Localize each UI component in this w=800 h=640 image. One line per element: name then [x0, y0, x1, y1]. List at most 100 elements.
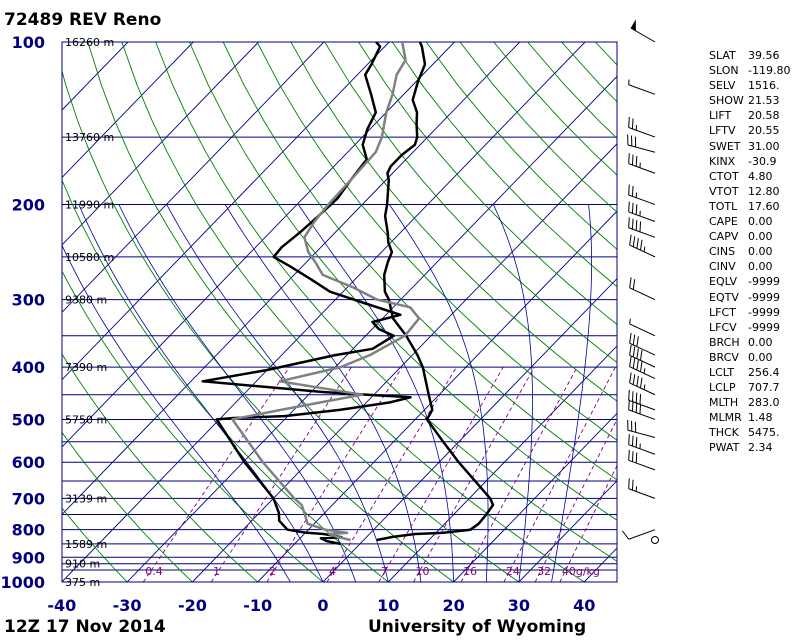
pressure-tick-label: 600 — [12, 453, 45, 472]
index-row: CTOT 4.80 — [709, 169, 790, 184]
isotherm — [518, 480, 617, 582]
temperature-tick-label: -20 — [178, 596, 207, 615]
dry-adiabat — [155, 42, 617, 562]
index-row: SHOW 21.53 — [709, 93, 790, 108]
pressure-tick-label: 400 — [12, 358, 45, 377]
mixing-ratio-label: 7 — [381, 565, 388, 578]
index-value: 1516. — [748, 79, 780, 93]
wind-barb — [629, 356, 656, 380]
index-row: PWAT 2.34 — [709, 440, 790, 455]
index-row: CINV 0.00 — [709, 259, 790, 274]
index-value: 0.00 — [748, 260, 773, 274]
isotherm — [62, 42, 259, 246]
index-value: -9999 — [748, 290, 780, 304]
dry-adiabat — [62, 69, 454, 582]
isotherm — [257, 210, 617, 582]
wind-barb — [627, 419, 656, 438]
height-label: 7390 m — [65, 361, 107, 374]
wind-barb — [651, 535, 659, 544]
isotherm — [62, 42, 586, 582]
wind-barb — [630, 19, 656, 43]
index-value: 12.80 — [748, 184, 780, 198]
wind-barb — [628, 449, 656, 471]
index-row: MLMR 1.48 — [709, 410, 790, 425]
mixing-ratio-line — [210, 366, 352, 582]
isotherm — [192, 143, 617, 582]
index-key: THCK — [709, 426, 739, 440]
index-key: SLAT — [709, 49, 736, 62]
mixing-ratio-label: 24 — [506, 565, 520, 578]
isotherm — [62, 42, 521, 516]
mixing-ratio-label: 0.4 — [145, 565, 163, 578]
moist-adiabat — [62, 244, 291, 582]
index-key: SLON — [709, 64, 739, 78]
temperature-tick-label: -10 — [243, 596, 272, 615]
index-value: 2.34 — [748, 441, 773, 455]
index-key: BRCH — [709, 335, 740, 349]
wind-barb — [628, 217, 656, 238]
index-value: 0.00 — [748, 335, 773, 349]
wind-barb — [627, 134, 656, 153]
wind-barb — [628, 478, 656, 499]
index-key: CAPV — [709, 230, 739, 244]
height-label: 3139 m — [65, 492, 107, 505]
temperature-tick-label: 10 — [377, 596, 399, 615]
dry-adiabat — [256, 42, 617, 441]
height-label: 1589 m — [65, 538, 107, 551]
mixing-ratio-label: 10 — [415, 565, 429, 578]
index-key: CINS — [709, 245, 736, 259]
index-value: 0.00 — [748, 230, 773, 244]
index-value: -119.80 — [748, 64, 791, 78]
mixing-ratio-label: 2 — [269, 565, 276, 578]
index-key: TOTL — [709, 199, 738, 213]
dry-adiabat — [62, 353, 258, 582]
index-key: LIFT — [709, 109, 732, 123]
dry-adiabat — [222, 42, 617, 481]
index-row: CINS 0.00 — [709, 244, 790, 259]
pressure-tick-label: 500 — [12, 410, 45, 429]
stability-indices-table: SLAT 39.56 SLON -119.80 SELV 1516. SHOW 21.53 LI… — [709, 48, 790, 456]
index-row: LFTV 20.55 — [709, 123, 790, 138]
dry-adiabat — [121, 42, 585, 582]
index-value: 0.00 — [748, 245, 773, 259]
dry-adiabat — [324, 42, 617, 364]
dry-adiabat — [62, 179, 389, 582]
moist-adiabat — [224, 204, 422, 582]
wind-barb — [628, 79, 656, 95]
moist-adiabat — [389, 204, 489, 582]
index-row: SLAT 39.56 — [709, 48, 790, 63]
mixing-ratio-label: 40g/kg — [562, 565, 600, 578]
index-key: EQLV — [709, 275, 738, 289]
wind-barb — [628, 153, 656, 174]
dry-adiabat — [62, 507, 128, 582]
temperature-tick-label: 0 — [317, 596, 328, 615]
index-value: 4.80 — [748, 169, 773, 183]
index-row: TOTL 17.60 — [709, 199, 790, 214]
station-title: 72489 REV Reno — [4, 10, 162, 30]
index-key: KINX — [709, 154, 736, 168]
isotherm — [322, 277, 617, 582]
wind-barbs — [622, 19, 659, 544]
isotherm — [387, 345, 617, 582]
mixing-ratio-line — [534, 418, 617, 582]
dry-adiabat — [87, 42, 520, 582]
index-row: EQTV -9999 — [709, 290, 790, 305]
dry-adiabat — [290, 42, 617, 402]
mixing-ratio-line — [460, 366, 578, 582]
index-key: LFCT — [709, 305, 736, 319]
index-row: SELV 1516. — [709, 78, 790, 93]
mixing-ratio-label: 1 — [213, 565, 220, 578]
index-value: -9999 — [748, 305, 780, 319]
index-value: -9999 — [748, 275, 780, 289]
wind-barb — [622, 529, 656, 540]
index-key: LFTV — [709, 124, 736, 138]
mixing-ratio-line — [559, 464, 617, 582]
index-value: -30.9 — [748, 154, 777, 168]
wind-barb — [628, 399, 656, 420]
temperature-tick-label: 20 — [442, 596, 464, 615]
mixing-ratio-label: 4 — [329, 565, 336, 578]
index-row: CAPE 0.00 — [709, 214, 790, 229]
index-row: LIFT 20.58 — [709, 108, 790, 123]
index-row: EQLV -9999 — [709, 274, 790, 289]
